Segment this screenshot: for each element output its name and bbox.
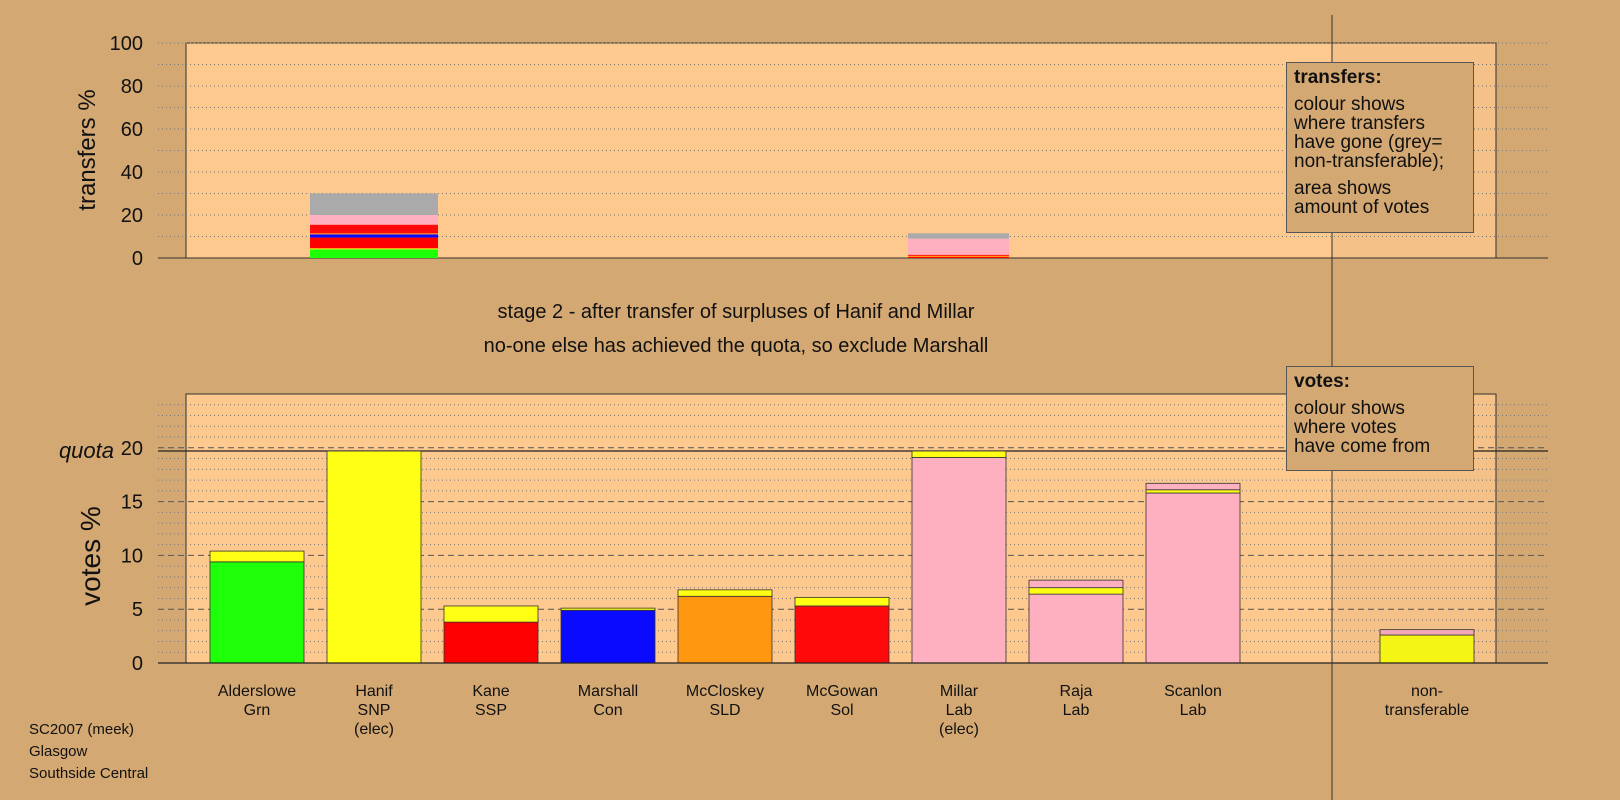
candidate-bar-segment-Lab bbox=[1028, 579, 1124, 589]
exclusion-caption: no-one else has achieved the quota, so e… bbox=[483, 335, 989, 357]
candidate-label: McCloskey SLD bbox=[685, 683, 765, 719]
transfers-y-tick-label: 40 bbox=[121, 162, 143, 184]
votes-y-tick-label: 10 bbox=[121, 545, 143, 567]
transfers-y-tick-label: 20 bbox=[121, 205, 143, 227]
candidate-bar-segment-Lab bbox=[1145, 482, 1241, 491]
transfer-segment-nontransferable bbox=[310, 193, 438, 215]
candidate-bar-segment-SNP bbox=[677, 589, 773, 597]
candidate-label: Alderslowe Grn bbox=[217, 683, 297, 719]
candidate-bar-segment-SNP bbox=[911, 450, 1007, 458]
transfers-legend-area-text: area shows amount of votes bbox=[1294, 178, 1430, 218]
votes-y-tick-label: 5 bbox=[132, 599, 143, 621]
votes-legend: votes: colour shows where votes have com… bbox=[1286, 366, 1474, 471]
candidate-bar-segment-Sol bbox=[794, 605, 890, 664]
candidate-bar-segment-SNP bbox=[326, 450, 422, 664]
candidate-label: Raja Lab bbox=[1059, 683, 1093, 719]
candidate-bar-segment-Lab bbox=[1145, 492, 1241, 664]
transfers-legend: transfers: colour shows where transfers … bbox=[1286, 62, 1474, 233]
election-footer: SC2007 (meek) Glasgow Southside Central bbox=[29, 719, 148, 785]
transfer-segment-Sol bbox=[908, 254, 1009, 256]
footer-city: Glasgow bbox=[29, 743, 88, 760]
nontransferable-label: non- transferable bbox=[1384, 683, 1470, 719]
transfer-segment-Con bbox=[310, 234, 438, 238]
transfer-segment-Grn bbox=[310, 249, 438, 258]
candidate-bar-segment-SNP bbox=[209, 550, 305, 563]
transfer-segment-Lab bbox=[908, 238, 1009, 255]
transfers-y-tick-label: 60 bbox=[121, 119, 143, 141]
candidate-bar-segment-SSP bbox=[443, 621, 539, 664]
transfer-segment-SLD bbox=[908, 255, 1009, 257]
candidate-label: Kane SSP bbox=[472, 683, 510, 719]
candidate-label: Marshall Con bbox=[577, 683, 639, 719]
candidate-bar-segment-Con bbox=[560, 609, 656, 664]
transfer-segment-SSP bbox=[310, 237, 438, 249]
footer-election: SC2007 (meek) bbox=[29, 721, 135, 738]
candidate-label: Millar Lab (elec) bbox=[938, 683, 979, 738]
nontransferable-bar-segment-Lab bbox=[1379, 629, 1475, 636]
footer-constituency: Southside Central bbox=[29, 765, 149, 782]
transfer-segment-nontransferable bbox=[908, 233, 1009, 239]
transfers-y-tick-label: 80 bbox=[121, 76, 143, 98]
transfer-segment-Lab bbox=[310, 215, 438, 225]
transfers-y-tick-label: 100 bbox=[110, 33, 143, 55]
transfers-legend-title: transfers: bbox=[1294, 67, 1382, 88]
transfers-legend-text: colour shows where transfers have gone (… bbox=[1294, 94, 1444, 172]
votes-legend-text: colour shows where votes have come from bbox=[1294, 398, 1431, 457]
transfer-segment-Sol bbox=[310, 224, 438, 234]
transfer-segment-SNP bbox=[310, 248, 438, 250]
candidate-label: Hanif SNP (elec) bbox=[353, 683, 394, 738]
votes-legend-title: votes: bbox=[1294, 371, 1350, 392]
votes-y-tick-label: 20 bbox=[121, 438, 143, 460]
candidate-bar-segment-SLD bbox=[677, 595, 773, 664]
candidate-bar-segment-Grn bbox=[209, 561, 305, 664]
votes-y-tick-label: 0 bbox=[132, 653, 143, 675]
candidate-bar-segment-SNP bbox=[443, 605, 539, 623]
candidate-bar-segment-Lab bbox=[911, 457, 1007, 664]
candidate-bar-segment-SNP bbox=[1028, 587, 1124, 595]
candidate-bar-segment-SNP bbox=[560, 607, 656, 611]
transfer-segment-SLD bbox=[310, 233, 438, 235]
votes-y-axis-label: votes % bbox=[75, 506, 106, 606]
quota-label: quota bbox=[59, 438, 114, 463]
candidate-label: McGowan Sol bbox=[805, 683, 879, 719]
candidate-bar-segment-Lab bbox=[1028, 593, 1124, 664]
candidate-bar-segment-SNP bbox=[794, 596, 890, 607]
candidate-label: Scanlon Lab bbox=[1164, 683, 1222, 719]
transfers-y-axis-label: transfers % bbox=[74, 89, 101, 210]
transfer-segment-SSP bbox=[908, 256, 1009, 258]
stage-caption: stage 2 - after transfer of surpluses of… bbox=[497, 301, 975, 323]
transfers-y-tick-label: 0 bbox=[132, 248, 143, 270]
candidate-bar-segment-SNP bbox=[1145, 489, 1241, 494]
votes-y-tick-label: 15 bbox=[121, 492, 143, 514]
